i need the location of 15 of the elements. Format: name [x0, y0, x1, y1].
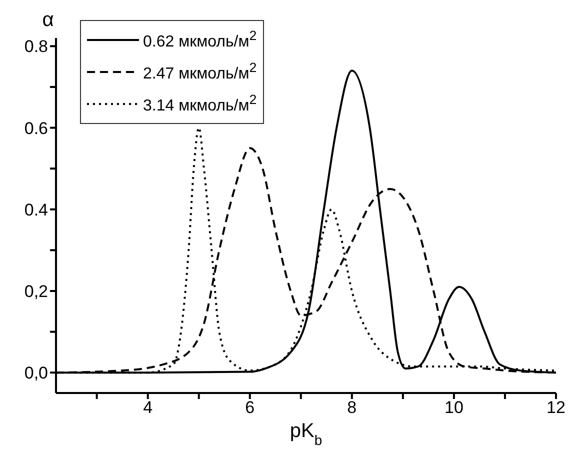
y-tick-label: 0.6	[24, 118, 48, 138]
y-tick-label: 0,2	[24, 282, 48, 302]
y-tick-label: 0.4	[24, 200, 48, 220]
x-tick-label: 10	[444, 398, 464, 418]
legend-label: 0.62 мкмоль/м$^{2}$	[143, 28, 257, 52]
y-tick-label: 0,0	[24, 364, 48, 383]
legend-label: 2.47 мкмоль/м$^{2}$	[143, 60, 257, 84]
x-axis-title: pK$_{b}$	[290, 420, 322, 448]
x-tick-label: 8	[347, 398, 357, 418]
x-tick-label: 4	[143, 398, 153, 418]
x-tick-label: 12	[546, 398, 566, 418]
y-tick-label: 0.8	[24, 37, 48, 56]
y-axis-title: α	[42, 9, 54, 31]
legend-label: 3.14 мкмоль/м$^{2}$	[143, 92, 257, 116]
x-tick-label: 6	[245, 398, 255, 418]
